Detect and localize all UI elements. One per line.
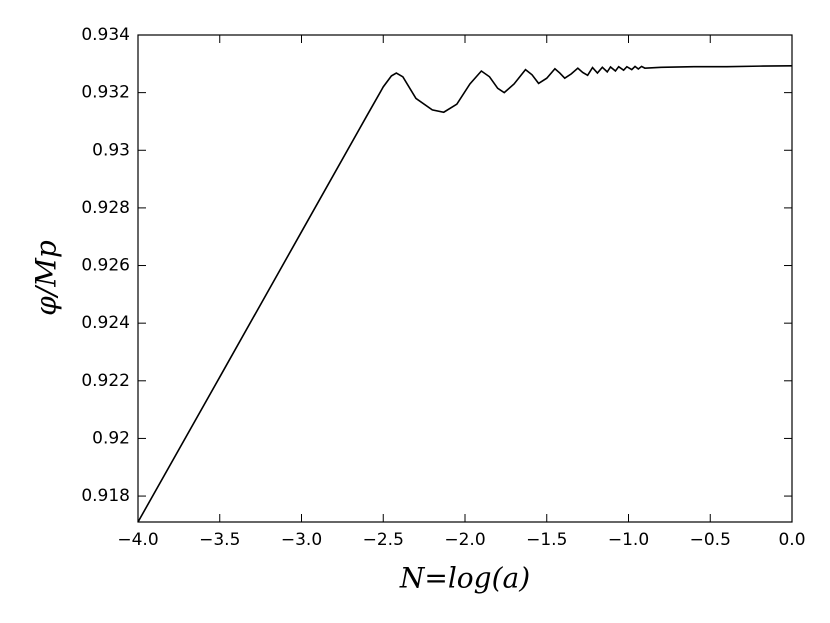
x-tick-label: −2.5 (363, 530, 404, 550)
x-tick-label: −1.5 (526, 530, 567, 550)
y-tick-label: 0.918 (81, 486, 130, 506)
x-axis-label: N=log(a) (399, 562, 530, 595)
y-tick-label: 0.92 (92, 428, 130, 448)
x-tick-label: 0.0 (778, 530, 805, 550)
y-tick-label: 0.928 (81, 198, 130, 218)
y-tick-label: 0.926 (81, 256, 130, 276)
y-tick-label: 0.924 (81, 313, 130, 333)
y-axis-label: φ/Mp (30, 240, 63, 316)
x-tick-label: −4.0 (117, 530, 158, 550)
y-tick-label: 0.922 (81, 371, 130, 391)
line-series (137, 65, 793, 523)
x-tick-label: −1.0 (608, 530, 649, 550)
plot-frame (137, 34, 793, 523)
x-tick-label: −3.0 (281, 530, 322, 550)
y-tick-label: 0.932 (81, 83, 130, 103)
y-tick-label: 0.93 (92, 140, 130, 160)
x-tick-label: −3.5 (199, 530, 240, 550)
x-tick-label: −2.0 (444, 530, 485, 550)
y-tick-label: 0.934 (81, 25, 130, 45)
x-tick-label: −0.5 (690, 530, 731, 550)
